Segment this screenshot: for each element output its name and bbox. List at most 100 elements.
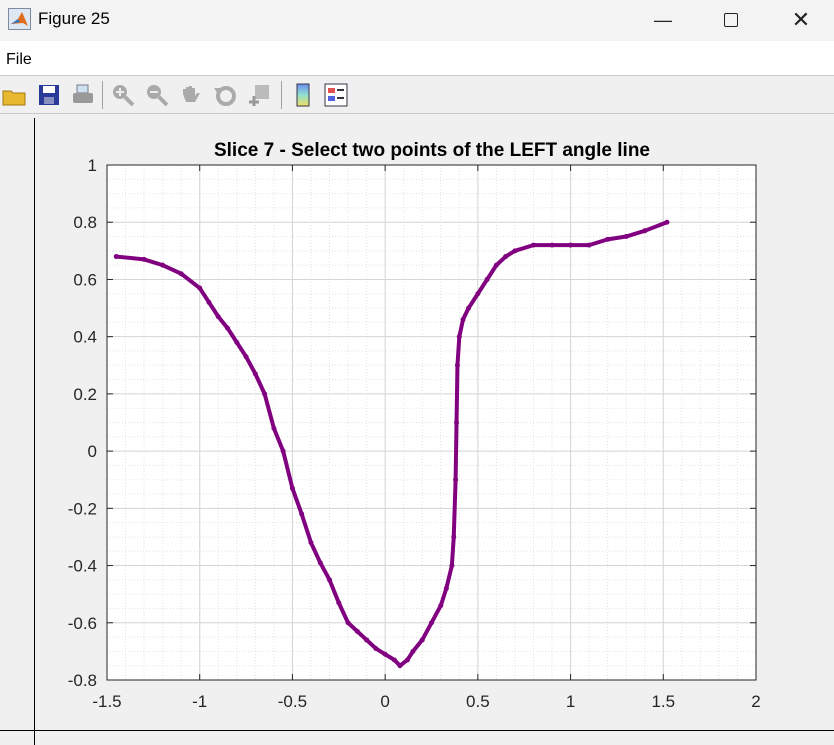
pan-hand-icon[interactable]	[178, 82, 204, 108]
toolbar-separator	[281, 81, 282, 109]
data-point	[605, 236, 611, 242]
data-point	[456, 334, 462, 340]
data-point	[382, 651, 388, 657]
data-point	[664, 219, 670, 225]
data-cursor-icon[interactable]	[246, 82, 272, 108]
data-point	[443, 585, 449, 591]
data-point	[289, 485, 295, 491]
data-point	[466, 305, 472, 311]
y-tick-label: 0.2	[73, 385, 97, 404]
grid	[106, 164, 757, 681]
y-tick-label: -0.6	[68, 614, 97, 633]
data-point	[215, 314, 221, 320]
x-tick-label: -1	[192, 692, 207, 711]
menu-bar: File	[0, 41, 834, 76]
data-point	[586, 242, 592, 248]
data-point	[568, 242, 574, 248]
data-point	[642, 228, 648, 234]
data-point	[484, 276, 490, 282]
figure-divider-vertical	[34, 118, 35, 745]
toolbar	[0, 77, 834, 114]
minimize-button[interactable]: —	[640, 0, 686, 40]
data-point	[419, 637, 425, 643]
data-point	[336, 600, 342, 606]
data-point	[113, 254, 119, 260]
y-tick-label: 0	[88, 442, 97, 461]
data-point	[271, 425, 277, 431]
data-series	[113, 219, 670, 669]
x-tick-label: 2	[751, 692, 760, 711]
data-point	[234, 339, 240, 345]
data-point	[373, 646, 379, 652]
data-point	[252, 371, 258, 377]
menu-file[interactable]: File	[6, 51, 32, 68]
data-point	[449, 563, 455, 569]
data-point	[397, 663, 403, 669]
data-point	[141, 256, 147, 262]
minimize-icon: —	[654, 9, 672, 30]
y-tick-label: 0.4	[73, 328, 97, 347]
data-point	[410, 648, 416, 654]
data-point	[454, 420, 460, 425]
data-point	[391, 657, 397, 663]
data-point	[453, 477, 459, 483]
data-point	[475, 291, 481, 297]
data-point	[317, 560, 323, 566]
data-point	[364, 637, 370, 643]
data-point	[623, 234, 629, 240]
data-point	[345, 620, 351, 626]
rotate-icon[interactable]	[212, 82, 238, 108]
title-bar: Figure 25 — ✕	[0, 0, 834, 41]
data-point	[197, 285, 203, 291]
x-tick-label: 1	[566, 692, 575, 711]
toolbar-separator	[102, 81, 103, 109]
y-tick-label: -0.2	[68, 499, 97, 518]
figure-divider-horizontal	[0, 730, 834, 731]
window-title: Figure 25	[38, 9, 110, 28]
colorbar-icon[interactable]	[290, 82, 316, 108]
maximize-icon	[724, 13, 738, 27]
print-icon[interactable]	[70, 82, 96, 108]
y-tick-label: 0.6	[73, 270, 97, 289]
x-tick-label: -1.5	[92, 692, 121, 711]
zoom-in-icon[interactable]	[110, 82, 136, 108]
x-tick-label: 0.5	[466, 692, 490, 711]
data-point	[503, 254, 509, 260]
data-point	[354, 628, 360, 634]
data-point	[225, 325, 231, 331]
data-point	[280, 448, 286, 454]
y-tick-label: -0.8	[68, 671, 97, 690]
data-point	[160, 262, 166, 268]
data-point	[454, 362, 460, 368]
data-point	[549, 242, 555, 248]
save-icon[interactable]	[36, 82, 62, 108]
x-tick-label: -0.5	[278, 692, 307, 711]
data-point	[493, 262, 499, 268]
legend-icon[interactable]	[323, 82, 349, 108]
data-point	[178, 271, 184, 277]
data-point	[429, 620, 434, 626]
data-point	[438, 603, 444, 609]
data-point	[530, 242, 536, 248]
data-point	[460, 317, 466, 322]
close-icon: ✕	[791, 7, 811, 32]
open-folder-icon[interactable]	[1, 82, 27, 108]
zoom-out-icon[interactable]	[144, 82, 170, 108]
data-point	[262, 391, 268, 397]
maximize-button[interactable]	[708, 0, 754, 40]
data-point	[243, 354, 249, 360]
data-point	[206, 299, 212, 305]
data-point	[327, 577, 333, 583]
data-point	[404, 657, 410, 663]
data-point	[308, 540, 314, 546]
ticks: -1.5 -1 -0.5 0 0.5 1 1.5 2 1 0.8 0.6 0.4 0.2 0 -0.2 -0.…	[68, 156, 761, 711]
close-button[interactable]: ✕	[778, 0, 824, 40]
y-tick-label: 0.8	[73, 213, 97, 232]
y-tick-label: -0.4	[68, 557, 97, 576]
data-point	[299, 511, 305, 517]
x-tick-label: 1.5	[651, 692, 675, 711]
x-tick-label: 0	[380, 692, 389, 711]
data-point	[451, 534, 457, 540]
axes-box	[106, 164, 757, 681]
